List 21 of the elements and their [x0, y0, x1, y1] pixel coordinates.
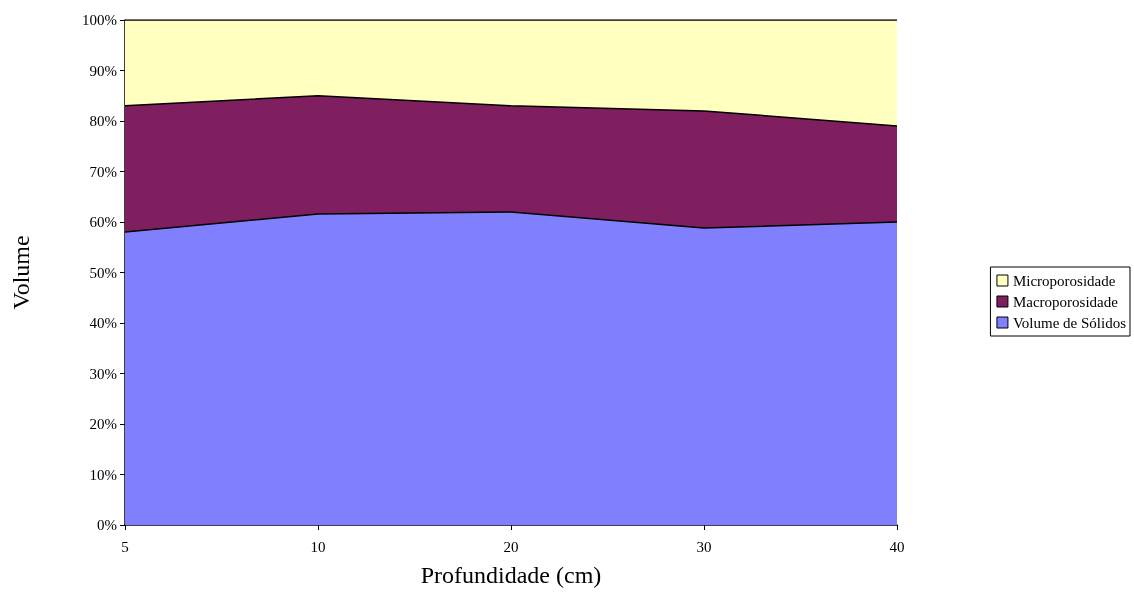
y-tick-label: 0% [97, 517, 117, 533]
y-tick-label: 80% [89, 113, 117, 129]
y-tick-label: 10% [89, 466, 117, 483]
y-tick-label: 100% [82, 12, 117, 28]
legend-label: Macroporosidade [1012, 293, 1119, 310]
y-tick-label: 50% [89, 264, 117, 281]
x-tick-label: 30 [696, 538, 712, 555]
legend-label: Microporosidade [1012, 272, 1116, 289]
x-axis-title: Profundidade (cm) [420, 562, 602, 588]
y-axis-title: Volume [8, 235, 34, 310]
y-tick-label: 70% [89, 163, 117, 180]
x-tick-label: 5 [121, 538, 129, 555]
x-tick-label: 20 [503, 538, 519, 555]
y-tick-label: 30% [89, 365, 117, 382]
x-tick-label: 40 [889, 538, 905, 555]
y-tick-label: 20% [89, 416, 117, 432]
y-tick-label: 60% [89, 214, 117, 230]
legend-label: Volume de Sólidos [1012, 314, 1127, 331]
y-tick-label: 40% [89, 315, 117, 331]
y-tick-label: 90% [89, 62, 117, 79]
x-tick-label: 10 [310, 538, 326, 555]
